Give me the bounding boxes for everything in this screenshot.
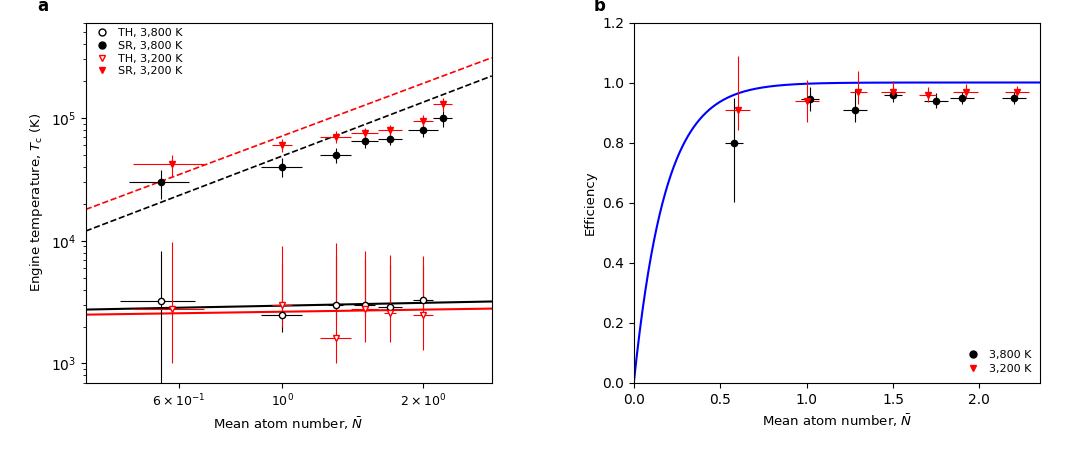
Legend: TH, 3,800 K, SR, 3,800 K, TH, 3,200 K, SR, 3,200 K: TH, 3,800 K, SR, 3,800 K, TH, 3,200 K, S…: [91, 28, 182, 76]
X-axis label: Mean atom number, $\bar{N}$: Mean atom number, $\bar{N}$: [213, 415, 364, 432]
Text: a: a: [38, 0, 48, 15]
Y-axis label: Engine temperature, $T_{\mathrm{c}}$ (K): Engine temperature, $T_{\mathrm{c}}$ (K): [28, 113, 45, 292]
Legend: 3,800 K, 3,200 K: 3,800 K, 3,200 K: [962, 350, 1031, 374]
Text: b: b: [593, 0, 605, 15]
X-axis label: Mean atom number, $\bar{N}$: Mean atom number, $\bar{N}$: [761, 413, 912, 429]
Y-axis label: Efficiency: Efficiency: [583, 170, 597, 235]
